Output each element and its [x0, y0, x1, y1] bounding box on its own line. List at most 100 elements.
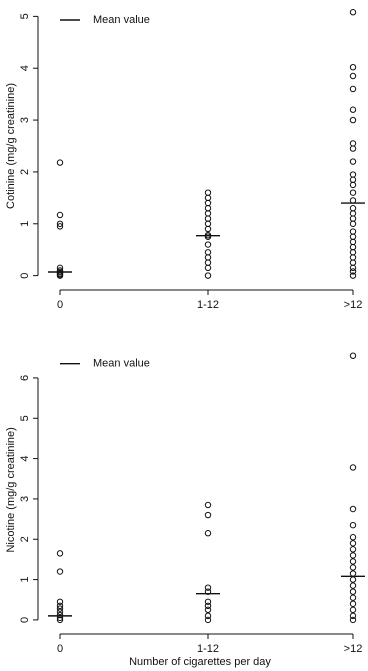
x-tick-label: 1-12: [197, 643, 219, 655]
x-tick-label: 0: [57, 299, 63, 311]
data-point: [56, 605, 64, 612]
data-point: [349, 158, 357, 165]
data-point: [349, 606, 357, 614]
y-tick-label: 5: [19, 415, 31, 421]
y-tick-label: 4: [19, 456, 31, 462]
data-point: [349, 215, 357, 222]
data-point: [349, 616, 357, 624]
data-point: [349, 588, 357, 595]
y-tick-label: 0: [19, 617, 31, 623]
data-point: [349, 220, 357, 227]
x-axis-label: Number of cigarettes per day: [129, 656, 271, 668]
x-tick-label: 0: [57, 643, 63, 655]
x-tick-label: >12: [344, 299, 363, 311]
data-point: [204, 264, 212, 272]
data-point: [349, 171, 357, 178]
y-tick-label: 3: [19, 117, 31, 123]
data-point: [349, 140, 357, 147]
data-point: [56, 211, 64, 219]
data-point: [349, 85, 357, 93]
y-tick-label: 4: [19, 65, 31, 71]
data-point: [349, 63, 357, 71]
data-point: [204, 254, 212, 261]
data-point: [349, 254, 357, 261]
data-point: [349, 243, 357, 251]
data-point: [204, 215, 212, 222]
x-tick-label: >12: [344, 643, 363, 655]
data-point: [349, 505, 357, 513]
data-point: [349, 259, 357, 266]
data-point: [349, 238, 357, 246]
data-point: [349, 558, 357, 565]
data-point: [204, 233, 212, 240]
data-point: [56, 220, 64, 227]
data-point: [349, 594, 357, 601]
y-axis-label: Cotinine (mg/g creatinine): [5, 83, 17, 209]
data-point: [56, 598, 64, 605]
data-point: [349, 612, 357, 620]
y-tick-label: 1: [19, 577, 31, 583]
data-point: [349, 197, 357, 204]
x-tick-label: 1-12: [197, 299, 219, 311]
data-point: [56, 616, 64, 624]
data-point: [349, 145, 357, 152]
data-point: [349, 582, 357, 589]
data-point: [56, 223, 64, 230]
data-point: [349, 546, 357, 553]
y-tick-label: 1: [19, 221, 31, 227]
data-point: [204, 241, 212, 248]
data-point: [56, 568, 64, 575]
data-point: [204, 584, 212, 591]
data-point: [204, 189, 212, 196]
data-point: [56, 550, 64, 557]
data-point: [204, 501, 212, 509]
data-point: [204, 511, 212, 519]
data-point: [56, 272, 64, 279]
data-point: [204, 225, 212, 233]
data-point: [349, 576, 357, 583]
data-point: [56, 608, 64, 616]
data-point: [349, 116, 357, 124]
data-point: [349, 272, 357, 279]
data-point: [349, 228, 357, 235]
data-point: [349, 233, 357, 240]
data-point: [204, 602, 212, 610]
data-point: [204, 220, 212, 227]
y-tick-label: 3: [19, 496, 31, 502]
data-point: [56, 159, 64, 166]
data-point: [349, 189, 357, 196]
data-point: [204, 616, 212, 624]
data-point: [204, 249, 212, 256]
data-point: [204, 598, 212, 605]
data-point: [204, 612, 212, 620]
data-point: [204, 530, 212, 537]
y-tick-label: 5: [19, 13, 31, 19]
data-point: [349, 552, 357, 559]
data-point: [204, 272, 212, 279]
data-point: [349, 570, 357, 577]
data-point: [349, 72, 357, 80]
legend-label: Mean value: [93, 14, 150, 26]
data-point: [349, 9, 357, 16]
data-point: [349, 352, 357, 359]
data-point: [349, 176, 357, 183]
data-point: [349, 210, 357, 217]
data-point: [349, 540, 357, 547]
data-point: [349, 464, 357, 471]
data-point: [349, 106, 357, 113]
data-point: [349, 249, 357, 256]
y-tick-label: 6: [19, 375, 31, 381]
legend-label: Mean value: [93, 358, 150, 370]
data-point: [204, 199, 212, 207]
data-point: [349, 600, 357, 607]
y-tick-label: 0: [19, 273, 31, 279]
data-point: [349, 264, 357, 272]
data-point: [204, 205, 212, 212]
data-point: [349, 521, 357, 529]
data-point: [204, 259, 212, 266]
data-point: [349, 268, 357, 275]
y-axis-label: Nicotine (mg/g creatinine): [5, 427, 17, 552]
y-tick-label: 2: [19, 536, 31, 542]
y-tick-label: 2: [19, 169, 31, 175]
